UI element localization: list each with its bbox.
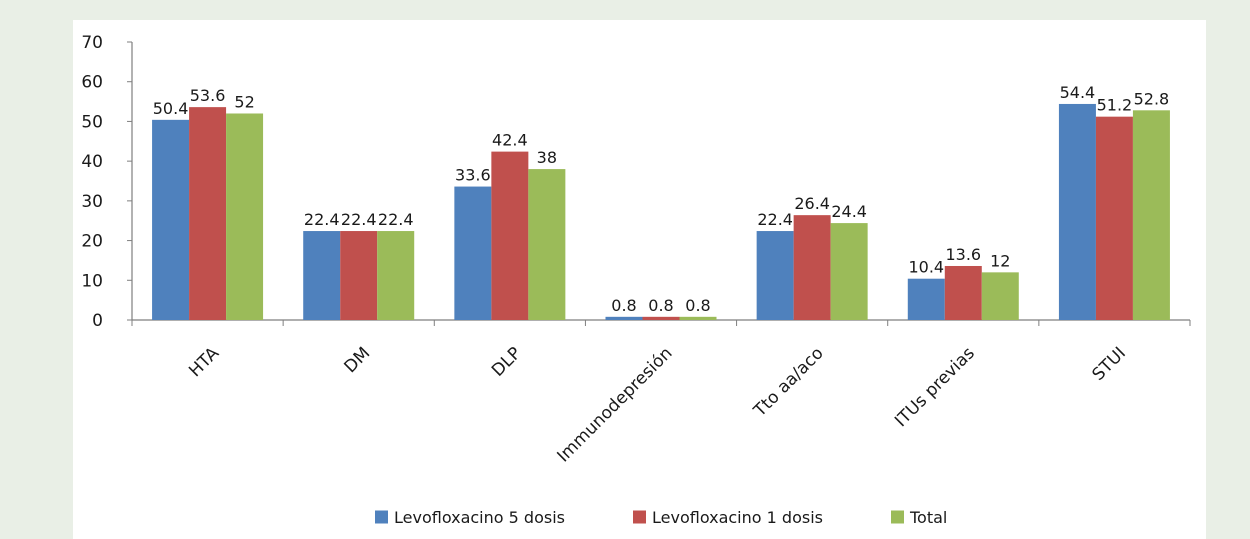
bar-0-5: [907, 278, 945, 320]
category-label-3: Immunodepresión: [554, 343, 677, 466]
bar-2-4: [830, 223, 868, 320]
data-label-0-3: 0.8: [611, 296, 636, 315]
bar-1-4: [793, 215, 831, 320]
data-label-0-1: 22.4: [304, 210, 340, 229]
bars: [152, 103, 1170, 321]
bar-2-3: [679, 316, 717, 320]
y-tick-label: 40: [81, 152, 103, 172]
y-tick-label: 60: [81, 73, 103, 93]
category-label-5: ITUs previas: [891, 343, 979, 431]
bar-0-4: [756, 231, 794, 320]
bar-1-5: [944, 265, 982, 320]
category-label-4: Tto aa/aco: [749, 343, 827, 421]
bar-1-1: [340, 231, 378, 320]
y-tick-label: 10: [81, 271, 103, 291]
data-label-1-4: 26.4: [794, 194, 830, 213]
bar-0-6: [1058, 103, 1096, 320]
bar-1-6: [1095, 116, 1133, 320]
y-tick-label: 20: [81, 232, 103, 252]
bar-2-1: [377, 231, 415, 320]
bar-1-2: [491, 151, 529, 320]
category-labels: HTA DM DLP Immunodepresión Tto aa/aco ITUs pr…: [185, 343, 1130, 466]
data-label-2-4: 24.4: [831, 202, 867, 221]
data-label-2-3: 0.8: [685, 296, 710, 315]
data-label-1-2: 42.4: [492, 131, 528, 150]
legend-label-2: Total: [909, 508, 947, 527]
y-tick-label: 50: [81, 112, 103, 132]
chart-panel: 0 10 20 30 40 50 60 70 50.4 53.6 52 22.4 22.4 22.4 33…: [73, 20, 1206, 539]
bar-2-6: [1132, 110, 1170, 321]
legend-label-0: Levofloxacino 5 dosis: [394, 508, 565, 527]
data-label-0-2: 33.6: [455, 166, 491, 185]
data-label-0-6: 54.4: [1060, 83, 1096, 102]
data-label-1-3: 0.8: [648, 296, 673, 315]
bar-2-0: [226, 113, 264, 320]
data-label-1-1: 22.4: [341, 210, 377, 229]
data-label-2-2: 38: [537, 148, 557, 167]
bar-1-3: [642, 316, 680, 320]
data-label-2-5: 12: [990, 251, 1010, 270]
legend: Levofloxacino 5 dosis Levofloxacino 1 dos…: [375, 508, 947, 527]
bar-2-5: [981, 272, 1019, 320]
category-label-1: DM: [340, 343, 374, 377]
category-label-6: STUI: [1088, 343, 1129, 384]
category-label-2: DLP: [488, 343, 525, 380]
data-label-0-4: 22.4: [757, 210, 793, 229]
data-label-0-0: 50.4: [153, 99, 189, 118]
data-label-0-5: 10.4: [908, 258, 944, 277]
bar-0-2: [454, 186, 492, 320]
data-label-1-5: 13.6: [945, 245, 981, 264]
legend-swatch-2: [891, 510, 904, 524]
data-label-2-0: 52: [234, 92, 254, 111]
data-label-1-6: 51.2: [1097, 96, 1133, 115]
bar-2-2: [528, 169, 566, 320]
y-tick-label: 0: [92, 311, 103, 331]
bar-1-0: [189, 107, 227, 320]
y-tick-label: 70: [81, 33, 103, 53]
legend-label-1: Levofloxacino 1 dosis: [652, 508, 823, 527]
bar-0-1: [303, 231, 341, 320]
data-label-2-1: 22.4: [378, 210, 414, 229]
y-tick-label: 30: [81, 192, 103, 212]
bar-0-0: [152, 119, 190, 320]
bar-0-3: [605, 316, 643, 320]
category-label-0: HTA: [185, 343, 223, 381]
y-axis: 0 10 20 30 40 50 60 70: [81, 33, 133, 331]
data-label-1-0: 53.6: [190, 86, 226, 105]
legend-swatch-0: [375, 510, 388, 524]
x-axis: [131, 319, 1191, 326]
data-label-2-6: 52.8: [1134, 89, 1170, 108]
legend-swatch-1: [633, 510, 646, 524]
